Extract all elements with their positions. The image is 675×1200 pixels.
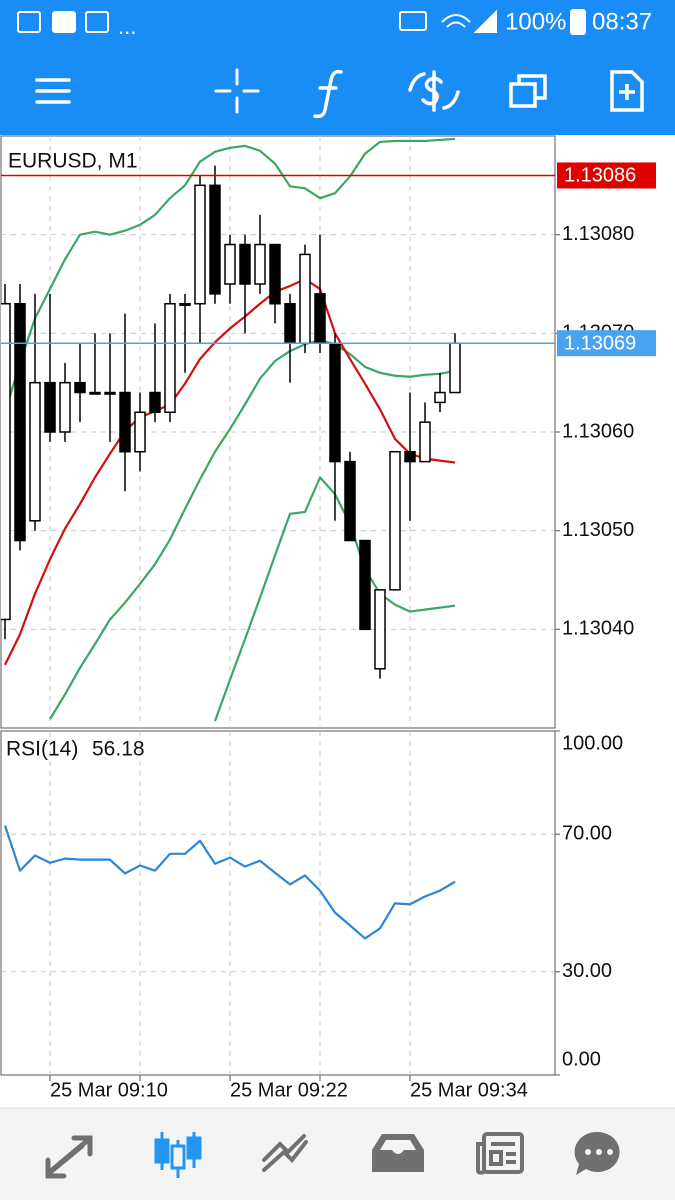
candle-body [314,293,326,344]
x-tick-label: 25 Mar 09:10 [50,1079,168,1101]
candle-body [374,589,386,670]
app-bar [0,0,675,135]
y-tick-label: 1.13060 [562,420,634,442]
candle-body [359,539,371,631]
clock: 08:37 [592,8,652,35]
news-tab[interactable] [476,1132,524,1175]
chart-tab[interactable] [154,1132,202,1178]
candle-body [269,243,281,305]
candle-body [209,184,221,295]
crosshair-button[interactable] [214,68,260,114]
quotes-tab[interactable] [45,1135,93,1179]
y-tick-label: 100.00 [562,732,623,754]
indicator-line [49,339,456,720]
y-tick-label: 1.13050 [562,519,634,541]
bottom-nav [0,1108,675,1200]
candle-body [299,253,311,344]
status-more: ... [118,14,136,39]
y-tick-label: 70.00 [562,822,612,844]
bid-line-tag [557,330,656,357]
candle-body [14,302,26,542]
candle-body [44,381,56,433]
history-tab[interactable] [372,1134,424,1172]
candle-body [329,342,341,463]
candle-body [254,243,266,285]
chart-title: EURUSD, M1 [8,150,138,173]
candle-body [179,302,191,306]
menu-button[interactable] [35,78,71,104]
candle-body [194,184,206,305]
messages-tab[interactable] [574,1131,620,1175]
bid-line-label: 1.13069 [564,332,636,354]
level-line-label: 1.13086 [564,165,636,187]
level-line-tag [557,162,656,189]
indicator-line [4,277,456,666]
candle-body [449,342,461,394]
candle-body [389,450,401,591]
status-icons [17,9,586,35]
candle-body [404,450,416,463]
indicators-button[interactable] [313,69,343,119]
trade-button[interactable] [408,70,460,112]
battery-level: 100% [505,8,566,35]
candle-body [284,302,296,344]
y-tick-label: 0.00 [562,1048,601,1070]
windows-button[interactable] [509,74,547,108]
candle-body [419,421,431,463]
rsi-panel [0,730,556,1076]
candle-body [119,391,131,453]
candle-body [149,391,161,414]
candle-body [134,411,146,453]
candle-body [434,391,446,404]
candle-body [239,243,251,285]
candle-body [89,391,101,395]
candle-body [344,460,356,542]
indicator-line [3,137,456,413]
candle-body [104,391,116,395]
candle-body [224,243,236,285]
candle-body [74,381,86,394]
x-tick-label: 25 Mar 09:34 [410,1079,528,1101]
new-chart-button[interactable] [610,70,644,112]
trade-tab[interactable] [262,1134,308,1172]
y-tick-label: 1.13040 [562,618,634,640]
candle-body [1,302,11,621]
indicator-line [3,825,456,940]
y-tick-label: 30.00 [562,960,612,982]
x-tick-label: 25 Mar 09:22 [230,1079,348,1101]
candle-body [59,381,71,433]
rsi-title: RSI(14) [6,738,78,761]
y-tick-label: 1.13080 [562,223,634,245]
rsi-current-value: 56.18 [92,738,145,761]
candle-body [29,381,41,522]
candle-body [164,302,176,414]
